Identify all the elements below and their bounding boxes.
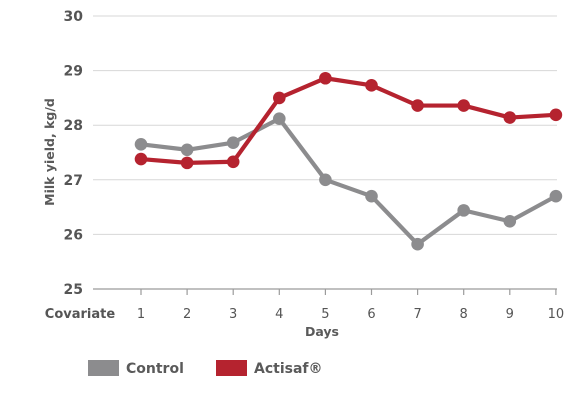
data-point-actisaf bbox=[503, 111, 517, 124]
y-tick-label: 27 bbox=[64, 173, 83, 189]
data-point-actisaf bbox=[411, 99, 424, 112]
gridlines bbox=[93, 15, 557, 235]
legend-swatch bbox=[88, 360, 119, 376]
legend-swatch bbox=[216, 360, 247, 376]
data-point-actisaf bbox=[549, 108, 563, 122]
x-tick-label: 2 bbox=[183, 307, 191, 322]
data-point-actisaf bbox=[457, 99, 471, 112]
data-point-actisaf bbox=[226, 155, 240, 169]
data-point-actisaf bbox=[319, 71, 332, 85]
data-point-control bbox=[180, 143, 194, 157]
axes bbox=[93, 288, 557, 295]
data-series bbox=[134, 71, 563, 251]
data-point-control bbox=[365, 189, 378, 203]
y-tick-label: 26 bbox=[64, 227, 83, 243]
x-tick-label: 5 bbox=[321, 307, 329, 322]
y-tick-label: 30 bbox=[64, 9, 84, 25]
data-point-actisaf bbox=[365, 79, 378, 92]
series-line-actisaf bbox=[138, 76, 559, 165]
legend-label: Actisaf® bbox=[254, 361, 323, 377]
y-axis-title: Milk yield, kg/d bbox=[42, 98, 57, 206]
x-tick-label: 7 bbox=[413, 307, 421, 322]
legend-label: Control bbox=[126, 361, 184, 377]
x-tick-label: 3 bbox=[229, 307, 237, 322]
data-point-control bbox=[226, 136, 240, 149]
x-tick-label: 10 bbox=[548, 307, 565, 322]
legend: Control Actisaf® bbox=[88, 360, 323, 377]
y-tick-label: 28 bbox=[64, 118, 83, 134]
data-point-control bbox=[273, 112, 286, 125]
data-point-control bbox=[457, 204, 471, 217]
data-point-control bbox=[503, 214, 517, 228]
data-point-control bbox=[319, 173, 332, 187]
x-tick-label-covariate: Covariate bbox=[45, 307, 116, 322]
data-point-actisaf bbox=[134, 152, 148, 166]
data-point-actisaf bbox=[273, 91, 286, 105]
data-point-control bbox=[411, 237, 424, 251]
series-line-control bbox=[138, 116, 559, 247]
axis-labels: 25 26 27 28 29 30 Covariate 1 2 3 4 5 6 7 8 9 10 Days Milk… bbox=[42, 9, 564, 339]
data-point-control bbox=[134, 138, 148, 151]
data-point-actisaf bbox=[180, 156, 194, 170]
x-tick-label: 6 bbox=[367, 307, 375, 322]
y-tick-label: 29 bbox=[64, 64, 83, 80]
data-point-control bbox=[549, 189, 563, 203]
x-tick-label: 8 bbox=[460, 307, 468, 322]
y-tick-label: 25 bbox=[64, 282, 83, 298]
x-tick-label: 9 bbox=[506, 307, 514, 322]
x-axis-title: Days bbox=[305, 324, 339, 339]
x-tick-label: 4 bbox=[275, 307, 283, 322]
x-tick-label: 1 bbox=[137, 307, 145, 322]
